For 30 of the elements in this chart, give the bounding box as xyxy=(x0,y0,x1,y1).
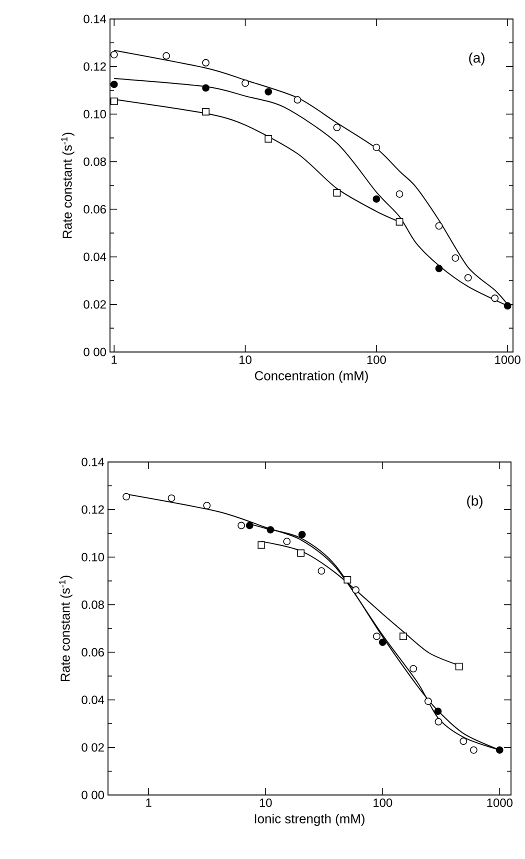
y-tick-label: 0.14 xyxy=(84,14,106,24)
y-axis-title: Rate constant (s$^{-1}$) xyxy=(59,576,72,682)
x-tick-label: 1000 xyxy=(487,798,512,807)
x-tick-label: 1000 xyxy=(495,356,520,364)
y-tick-label: 0.08 xyxy=(84,157,106,166)
y-tick-label: 0 00 xyxy=(84,348,106,356)
x-axis-title: Concentration (mM) xyxy=(254,370,368,383)
x-tick-label: 100 xyxy=(374,798,392,807)
y-tick-label: 0.10 xyxy=(84,110,106,118)
y-tick-label: 0.12 xyxy=(82,505,104,514)
x-tick-label: 10 xyxy=(260,798,272,807)
y-tick-label: 0.10 xyxy=(82,552,104,562)
annotation: (a) xyxy=(469,52,484,66)
x-axis-title: Ionic strength (mM) xyxy=(254,814,364,826)
y-tick-label: 0.14 xyxy=(82,458,104,466)
y-axis-title: Rate constant (s$^{-1}$) xyxy=(61,132,74,238)
y-tick-label: 0.04 xyxy=(82,696,104,704)
y-tick-label: 0.06 xyxy=(82,648,104,657)
x-tick-label: 1 xyxy=(146,798,152,807)
y-tick-label: 0.08 xyxy=(82,600,104,609)
x-tick-label: 1 xyxy=(112,356,117,364)
y-tick-label: 0.02 xyxy=(84,300,106,309)
y-tick-label: 0 02 xyxy=(82,743,104,752)
x-tick-label: 10 xyxy=(240,356,252,364)
y-tick-label: 0.06 xyxy=(84,205,106,214)
y-tick-label: 0.04 xyxy=(84,252,106,262)
y-tick-label: 0 00 xyxy=(82,790,104,800)
x-tick-label: 100 xyxy=(367,356,386,364)
annotation: (b) xyxy=(467,495,482,508)
y-tick-label: 0.12 xyxy=(84,62,106,71)
